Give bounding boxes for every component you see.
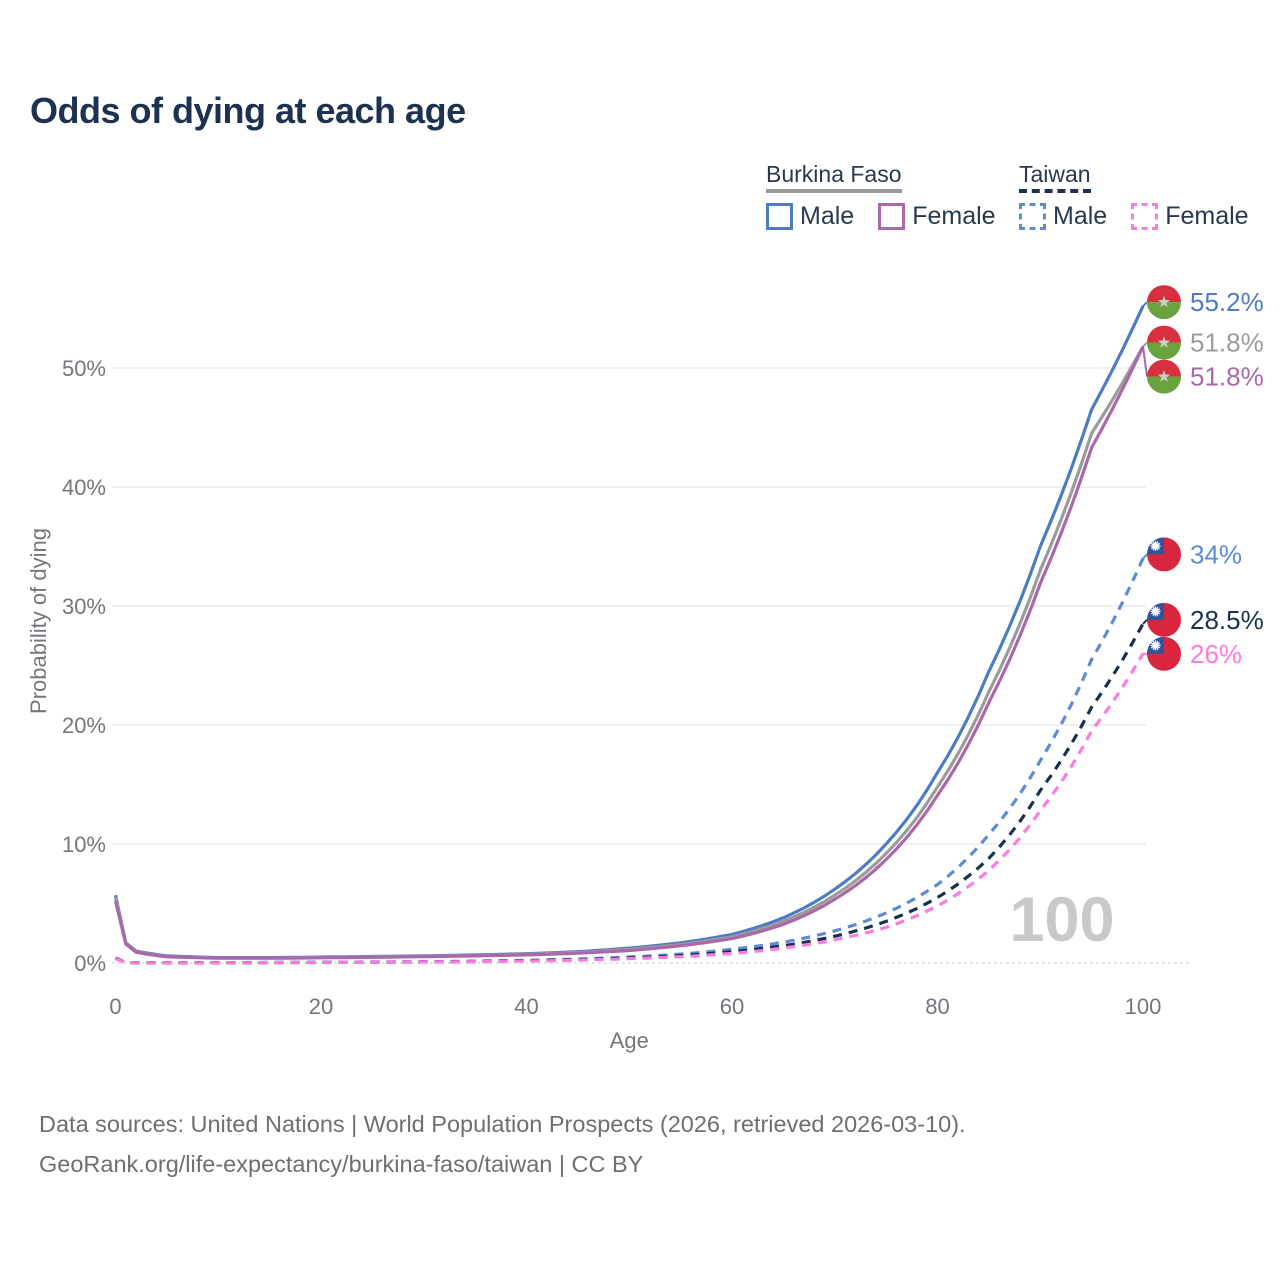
x-tick-label: 40 [514, 994, 538, 1019]
series-line-taiwan-female[interactable] [114, 652, 1145, 965]
x-axis-title: Age [610, 1028, 649, 1053]
flag-burkina-faso-icon [1147, 285, 1181, 320]
legend-items-burkina-faso: Male Female [766, 202, 996, 231]
legend-country-burkina-faso[interactable]: Burkina Faso [766, 161, 902, 194]
x-tick-label: 80 [925, 994, 949, 1019]
page-title: Odds of dying at each age [30, 90, 466, 131]
flag-taiwan-icon [1147, 602, 1181, 637]
legend-swatch-taiwan-male [1019, 203, 1046, 231]
y-tick-label: 50% [62, 356, 106, 381]
label-connector-taiwan-both [1142, 619, 1148, 625]
x-tick-label: 60 [720, 994, 744, 1019]
legend-swatch-burkina-faso-female [878, 203, 906, 231]
label-connector-burkina-faso-female [1142, 346, 1148, 377]
legend-group-taiwan: Taiwan Male Female [1019, 161, 1249, 231]
legend-swatch-burkina-faso-male [766, 203, 793, 231]
legend-country-taiwan[interactable]: Taiwan [1019, 161, 1091, 194]
series-line-burkina-faso-male[interactable] [113, 305, 1145, 960]
legend-label: Female [1165, 202, 1249, 231]
label-connector-burkina-faso-both [1142, 341, 1148, 348]
data-sources-line1: Data sources: United Nations | World Pop… [39, 1111, 966, 1137]
y-axis-title: Probability of dying [26, 528, 51, 714]
flag-taiwan-icon [1147, 636, 1181, 671]
legend-swatch-taiwan-female [1131, 203, 1159, 231]
y-tick-label: 40% [62, 475, 106, 500]
end-label-burkina-faso-female: 51.8% [1190, 362, 1264, 392]
end-label-taiwan-female: 26% [1190, 639, 1242, 669]
end-label-burkina-faso-both: 51.8% [1190, 328, 1264, 358]
legend-items-taiwan: Male Female [1019, 202, 1249, 231]
legend-item-taiwan-female[interactable]: Female [1131, 202, 1249, 231]
flag-burkina-faso-icon [1147, 325, 1181, 360]
legend-group-burkina-faso: Burkina Faso Male Female [766, 161, 996, 231]
legend-item-burkina-faso-male[interactable]: Male [766, 202, 854, 231]
flag-burkina-faso-icon [1147, 359, 1181, 394]
label-connector-taiwan-male [1142, 553, 1148, 560]
end-label-taiwan-both: 28.5% [1190, 605, 1264, 635]
series-line-burkina-faso-both[interactable] [113, 345, 1145, 960]
x-tick-label: 20 [309, 994, 333, 1019]
legend-label: Male [1053, 202, 1108, 231]
series-line-burkina-faso-female[interactable] [113, 345, 1145, 960]
y-tick-label: 20% [62, 713, 106, 738]
flag-taiwan-icon [1147, 537, 1181, 572]
data-sources-line2: GeoRank.org/life-expectancy/burkina-faso… [39, 1151, 644, 1177]
legend-label: Female [912, 202, 996, 231]
data-sources: Data sources: United Nations | World Pop… [39, 1104, 966, 1184]
series-line-taiwan-male[interactable] [114, 557, 1145, 965]
end-label-taiwan-male: 34% [1190, 539, 1242, 569]
label-connector-burkina-faso-male [1142, 301, 1148, 307]
x-tick-label: 100 [1125, 994, 1162, 1019]
legend-label: Male [800, 202, 855, 231]
end-label-burkina-faso-male: 55.2% [1190, 287, 1264, 317]
x-tick-label: 0 [109, 994, 121, 1019]
legend-item-burkina-faso-female[interactable]: Female [878, 202, 996, 231]
legend-item-taiwan-male[interactable]: Male [1019, 202, 1107, 231]
hover-age-watermark: 100 [1009, 885, 1114, 955]
y-tick-label: 0% [74, 951, 106, 976]
y-tick-label: 30% [62, 594, 106, 619]
y-tick-label: 10% [62, 832, 106, 857]
